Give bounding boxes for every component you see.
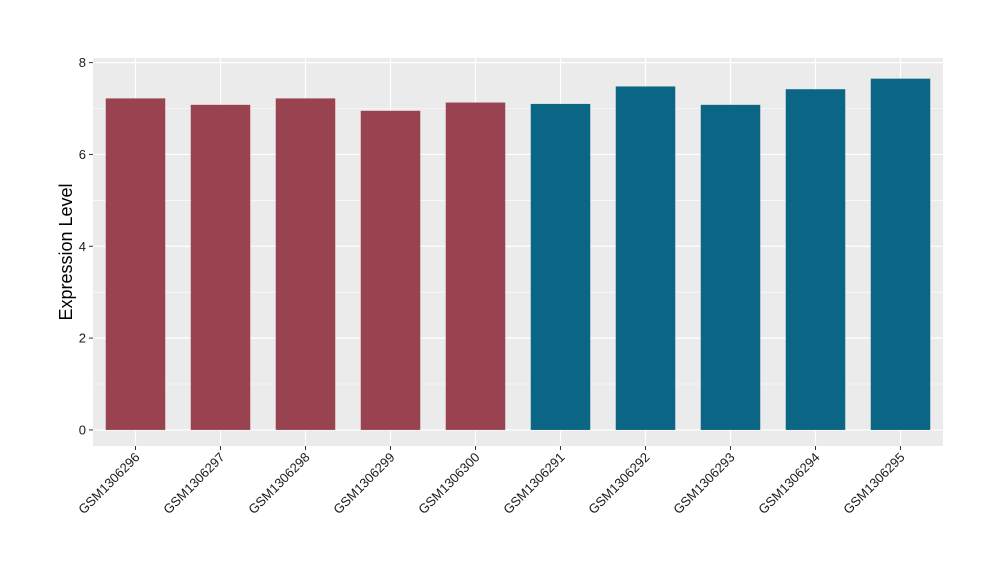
bar: [530, 103, 591, 430]
bar: [870, 78, 931, 430]
bar: [360, 110, 421, 430]
x-tick-label: GSM1306298: [245, 450, 312, 517]
x-tick-label: GSM1306297: [160, 450, 227, 517]
bar: [615, 86, 676, 430]
bar: [190, 104, 251, 430]
bars: [105, 78, 931, 430]
y-axis-title: Expression Level: [56, 183, 76, 320]
x-tick-label: GSM1306293: [670, 450, 737, 517]
x-tick-label: GSM1306291: [500, 450, 567, 517]
y-tick-label: 4: [79, 239, 86, 254]
bar: [275, 98, 336, 430]
x-tick-label: GSM1306294: [755, 450, 822, 517]
x-tick-label: GSM1306299: [330, 450, 397, 517]
x-tick-label: GSM1306296: [75, 450, 142, 517]
bar: [445, 102, 506, 430]
y-tick-label: 8: [79, 55, 86, 70]
x-tick-label: GSM1306292: [585, 450, 652, 517]
x-tick-label: GSM1306295: [840, 450, 907, 517]
bar: [700, 104, 761, 430]
y-tick-label: 2: [79, 331, 86, 346]
x-tick-label: GSM1306300: [415, 450, 482, 517]
y-axis: 0 2 4 6 8: [79, 55, 93, 437]
x-axis: GSM1306296 GSM1306297 GSM1306298 GSM1306299…: [75, 446, 908, 517]
y-tick-label: 6: [79, 147, 86, 162]
bar: [105, 98, 166, 430]
y-tick-label: 0: [79, 422, 86, 437]
bar: [785, 89, 846, 430]
